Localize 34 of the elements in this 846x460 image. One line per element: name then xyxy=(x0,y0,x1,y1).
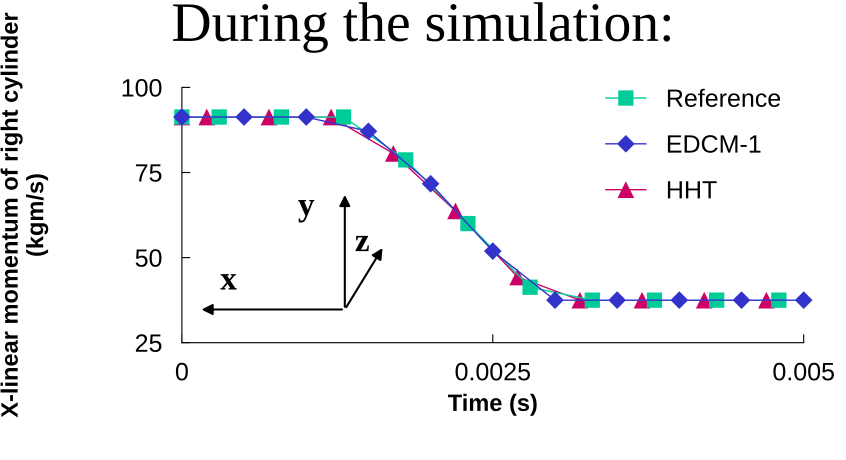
point xyxy=(646,292,662,308)
point xyxy=(235,108,253,126)
y-tick-label: 50 xyxy=(136,249,162,267)
point xyxy=(422,174,440,193)
point xyxy=(670,291,688,309)
point xyxy=(771,292,786,308)
point xyxy=(546,291,564,309)
y-tick-label: 100 xyxy=(122,79,162,97)
x-tick-label: 0 xyxy=(176,362,188,381)
point xyxy=(709,292,724,308)
x-tick-label: 0.0025 xyxy=(456,362,530,381)
point xyxy=(336,109,352,125)
x-tick-label: 0.005 xyxy=(773,362,834,381)
y-tick-label: 25 xyxy=(136,334,162,352)
point xyxy=(274,109,290,125)
legend-label: HHT xyxy=(668,181,717,198)
point xyxy=(360,122,378,140)
point xyxy=(584,292,600,308)
point xyxy=(608,291,626,309)
annotation: x xyxy=(220,274,237,290)
chart-title: During the simulation: xyxy=(173,2,670,53)
y-tick-label: 75 xyxy=(136,164,162,182)
annotation: z xyxy=(355,236,369,252)
point xyxy=(732,291,750,309)
y-axis-title: X-linear momentum of right cylinder (kgm/s) xyxy=(0,12,48,418)
annotation: y xyxy=(298,200,314,223)
point xyxy=(522,280,538,295)
point xyxy=(212,109,227,125)
point xyxy=(794,291,813,309)
x-axis-title: Time (s) xyxy=(448,394,537,416)
legend-label: Reference xyxy=(668,88,780,108)
legend-label: EDCM-1 xyxy=(668,135,760,153)
point xyxy=(297,108,316,126)
point xyxy=(484,242,502,260)
